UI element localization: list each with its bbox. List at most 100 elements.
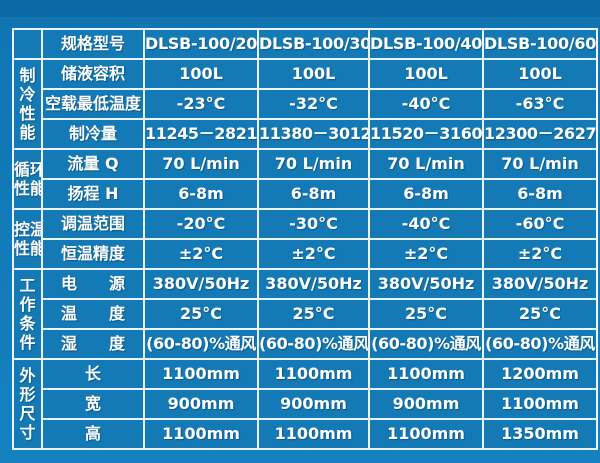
table-row: 空载最低温度 -23°C -32°C -40°C -63°C — [13, 88, 598, 120]
row-label: 空载最低温度 — [41, 88, 145, 120]
top-band — [0, 0, 600, 17]
value-cell: 12300－2627W — [482, 118, 598, 150]
group-line: 形 — [19, 384, 36, 404]
row-label: 流量 Q — [41, 148, 145, 180]
group-line: 性能 — [14, 179, 40, 198]
corner-cell — [12, 28, 43, 60]
table-row: 控温 性能 调温范围 -20°C -30°C -40°C -60°C — [12, 208, 598, 270]
value-cell: 1350mm — [482, 418, 598, 450]
row-label: 高 — [41, 418, 145, 450]
table-row: 扬程 H 6-8m 6-8m 6-8m 6-8m — [13, 178, 598, 210]
value-cell: (60-80)%通风 — [143, 328, 259, 360]
value-cell: (60-80)%通风 — [368, 328, 484, 360]
value-cell: 6-8m — [257, 178, 370, 210]
row-label: 温 度 — [41, 298, 145, 330]
group-line: 控温 — [14, 219, 40, 239]
value-cell: 11520－3160W — [368, 118, 484, 150]
value-cell: 1100mm — [482, 388, 598, 420]
row-label: 调温范围 — [41, 208, 145, 240]
group-label-working-conditions: 工 作 条 件 — [12, 268, 43, 360]
value-cell: -40°C — [368, 88, 484, 120]
value-cell: 380V/50Hz — [257, 268, 370, 300]
value-cell: 25°C — [368, 298, 484, 330]
value-cell: (60-80)%通风 — [482, 328, 598, 360]
row-label: 恒温精度 — [41, 238, 145, 270]
value-cell: 6-8m — [482, 178, 598, 210]
value-cell: -30°C — [257, 208, 370, 240]
value-cell: 6-8m — [143, 178, 259, 210]
group-line: 能 — [19, 123, 36, 143]
group-line: 性 — [19, 104, 36, 123]
value-cell: 70 L/min — [482, 148, 598, 180]
value-cell: 1100mm — [257, 358, 370, 390]
table-row: 温 度 25°C 25°C 25°C 25°C — [13, 298, 598, 330]
row-label: 宽 — [41, 388, 145, 420]
value-cell: 11380－3012W — [257, 118, 370, 150]
row-label: 扬程 H — [41, 178, 145, 210]
value-cell: 11245－2821W — [143, 118, 259, 150]
value-cell: 1200mm — [482, 358, 598, 390]
table-row: 外 形 尺 寸 长 1100mm 1100mm 1100mm 1200mm — [12, 358, 598, 450]
table-row: 制冷量 11245－2821W 11380－3012W 11520－3160W … — [13, 118, 598, 150]
value-cell: 380V/50Hz — [482, 268, 598, 300]
table-row: 湿 度 (60-80)%通风 (60-80)%通风 (60-80)%通风 (60… — [13, 328, 598, 360]
value-cell: 1100mm — [368, 418, 484, 450]
value-cell: (60-80)%通风 — [257, 328, 370, 360]
row-label: 长 — [41, 358, 145, 390]
value-cell: 1100mm — [257, 418, 370, 450]
spec-model-header-label: 规格型号 — [41, 28, 145, 60]
spec-table: 规格型号 DLSB-100/20 DLSB-100/30 DLSB-100/40… — [12, 28, 598, 450]
group-line: 循环 — [14, 159, 40, 179]
table-row: 高 1100mm 1100mm 1100mm 1350mm — [13, 418, 598, 450]
table-row: 宽 900mm 900mm 900mm 1100mm — [13, 388, 598, 420]
group-label-circulation-performance: 循环 性能 — [12, 148, 43, 210]
group-line: 制 — [19, 65, 36, 85]
model-header: DLSB-100/60 — [482, 28, 598, 60]
value-cell: ±2°C — [143, 238, 259, 270]
value-cell: 100L — [143, 58, 259, 90]
value-cell: 380V/50Hz — [143, 268, 259, 300]
value-cell: 70 L/min — [143, 148, 259, 180]
group-line: 条 — [19, 314, 36, 333]
value-cell: 6-8m — [368, 178, 484, 210]
value-cell: 380V/50Hz — [368, 268, 484, 300]
table-row: 制 冷 性 能 储液容积 100L 100L 100L 100L — [12, 58, 598, 150]
header-row: 规格型号 DLSB-100/20 DLSB-100/30 DLSB-100/40… — [12, 28, 598, 60]
value-cell: 25°C — [257, 298, 370, 330]
value-cell: -32°C — [257, 88, 370, 120]
value-cell: -23°C — [143, 88, 259, 120]
value-cell: 900mm — [257, 388, 370, 420]
value-cell: ±2°C — [257, 238, 370, 270]
group-line: 性能 — [14, 239, 40, 258]
value-cell: 70 L/min — [257, 148, 370, 180]
value-cell: 25°C — [482, 298, 598, 330]
value-cell: -60°C — [482, 208, 598, 240]
row-label: 电 源 — [41, 268, 145, 300]
group-line: 外 — [19, 365, 36, 385]
group-line: 工 — [19, 275, 36, 295]
row-label: 制冷量 — [41, 118, 145, 150]
value-cell: 900mm — [368, 388, 484, 420]
value-cell: ±2°C — [482, 238, 598, 270]
group-line: 件 — [19, 333, 36, 353]
model-header: DLSB-100/40 — [368, 28, 484, 60]
value-cell: 100L — [257, 58, 370, 90]
group-line: 冷 — [19, 84, 36, 104]
value-cell: 25°C — [143, 298, 259, 330]
table-row: 恒温精度 ±2°C ±2°C ±2°C ±2°C — [13, 238, 598, 270]
group-line: 寸 — [19, 423, 36, 443]
model-header: DLSB-100/30 — [257, 28, 370, 60]
row-label: 储液容积 — [41, 58, 145, 90]
model-header: DLSB-100/20 — [143, 28, 259, 60]
group-label-overall-dimensions: 外 形 尺 寸 — [12, 358, 43, 450]
value-cell: 900mm — [143, 388, 259, 420]
group-line: 作 — [19, 294, 36, 314]
table-row: 工 作 条 件 电 源 380V/50Hz 380V/50Hz 380V/50H… — [12, 268, 598, 360]
value-cell: 1100mm — [368, 358, 484, 390]
group-label-cooling-performance: 制 冷 性 能 — [12, 58, 43, 150]
value-cell: -63°C — [482, 88, 598, 120]
table-row: 循环 性能 流量 Q 70 L/min 70 L/min 70 L/min 70… — [12, 148, 598, 210]
value-cell: 70 L/min — [368, 148, 484, 180]
row-label: 湿 度 — [41, 328, 145, 360]
value-cell: ±2°C — [368, 238, 484, 270]
